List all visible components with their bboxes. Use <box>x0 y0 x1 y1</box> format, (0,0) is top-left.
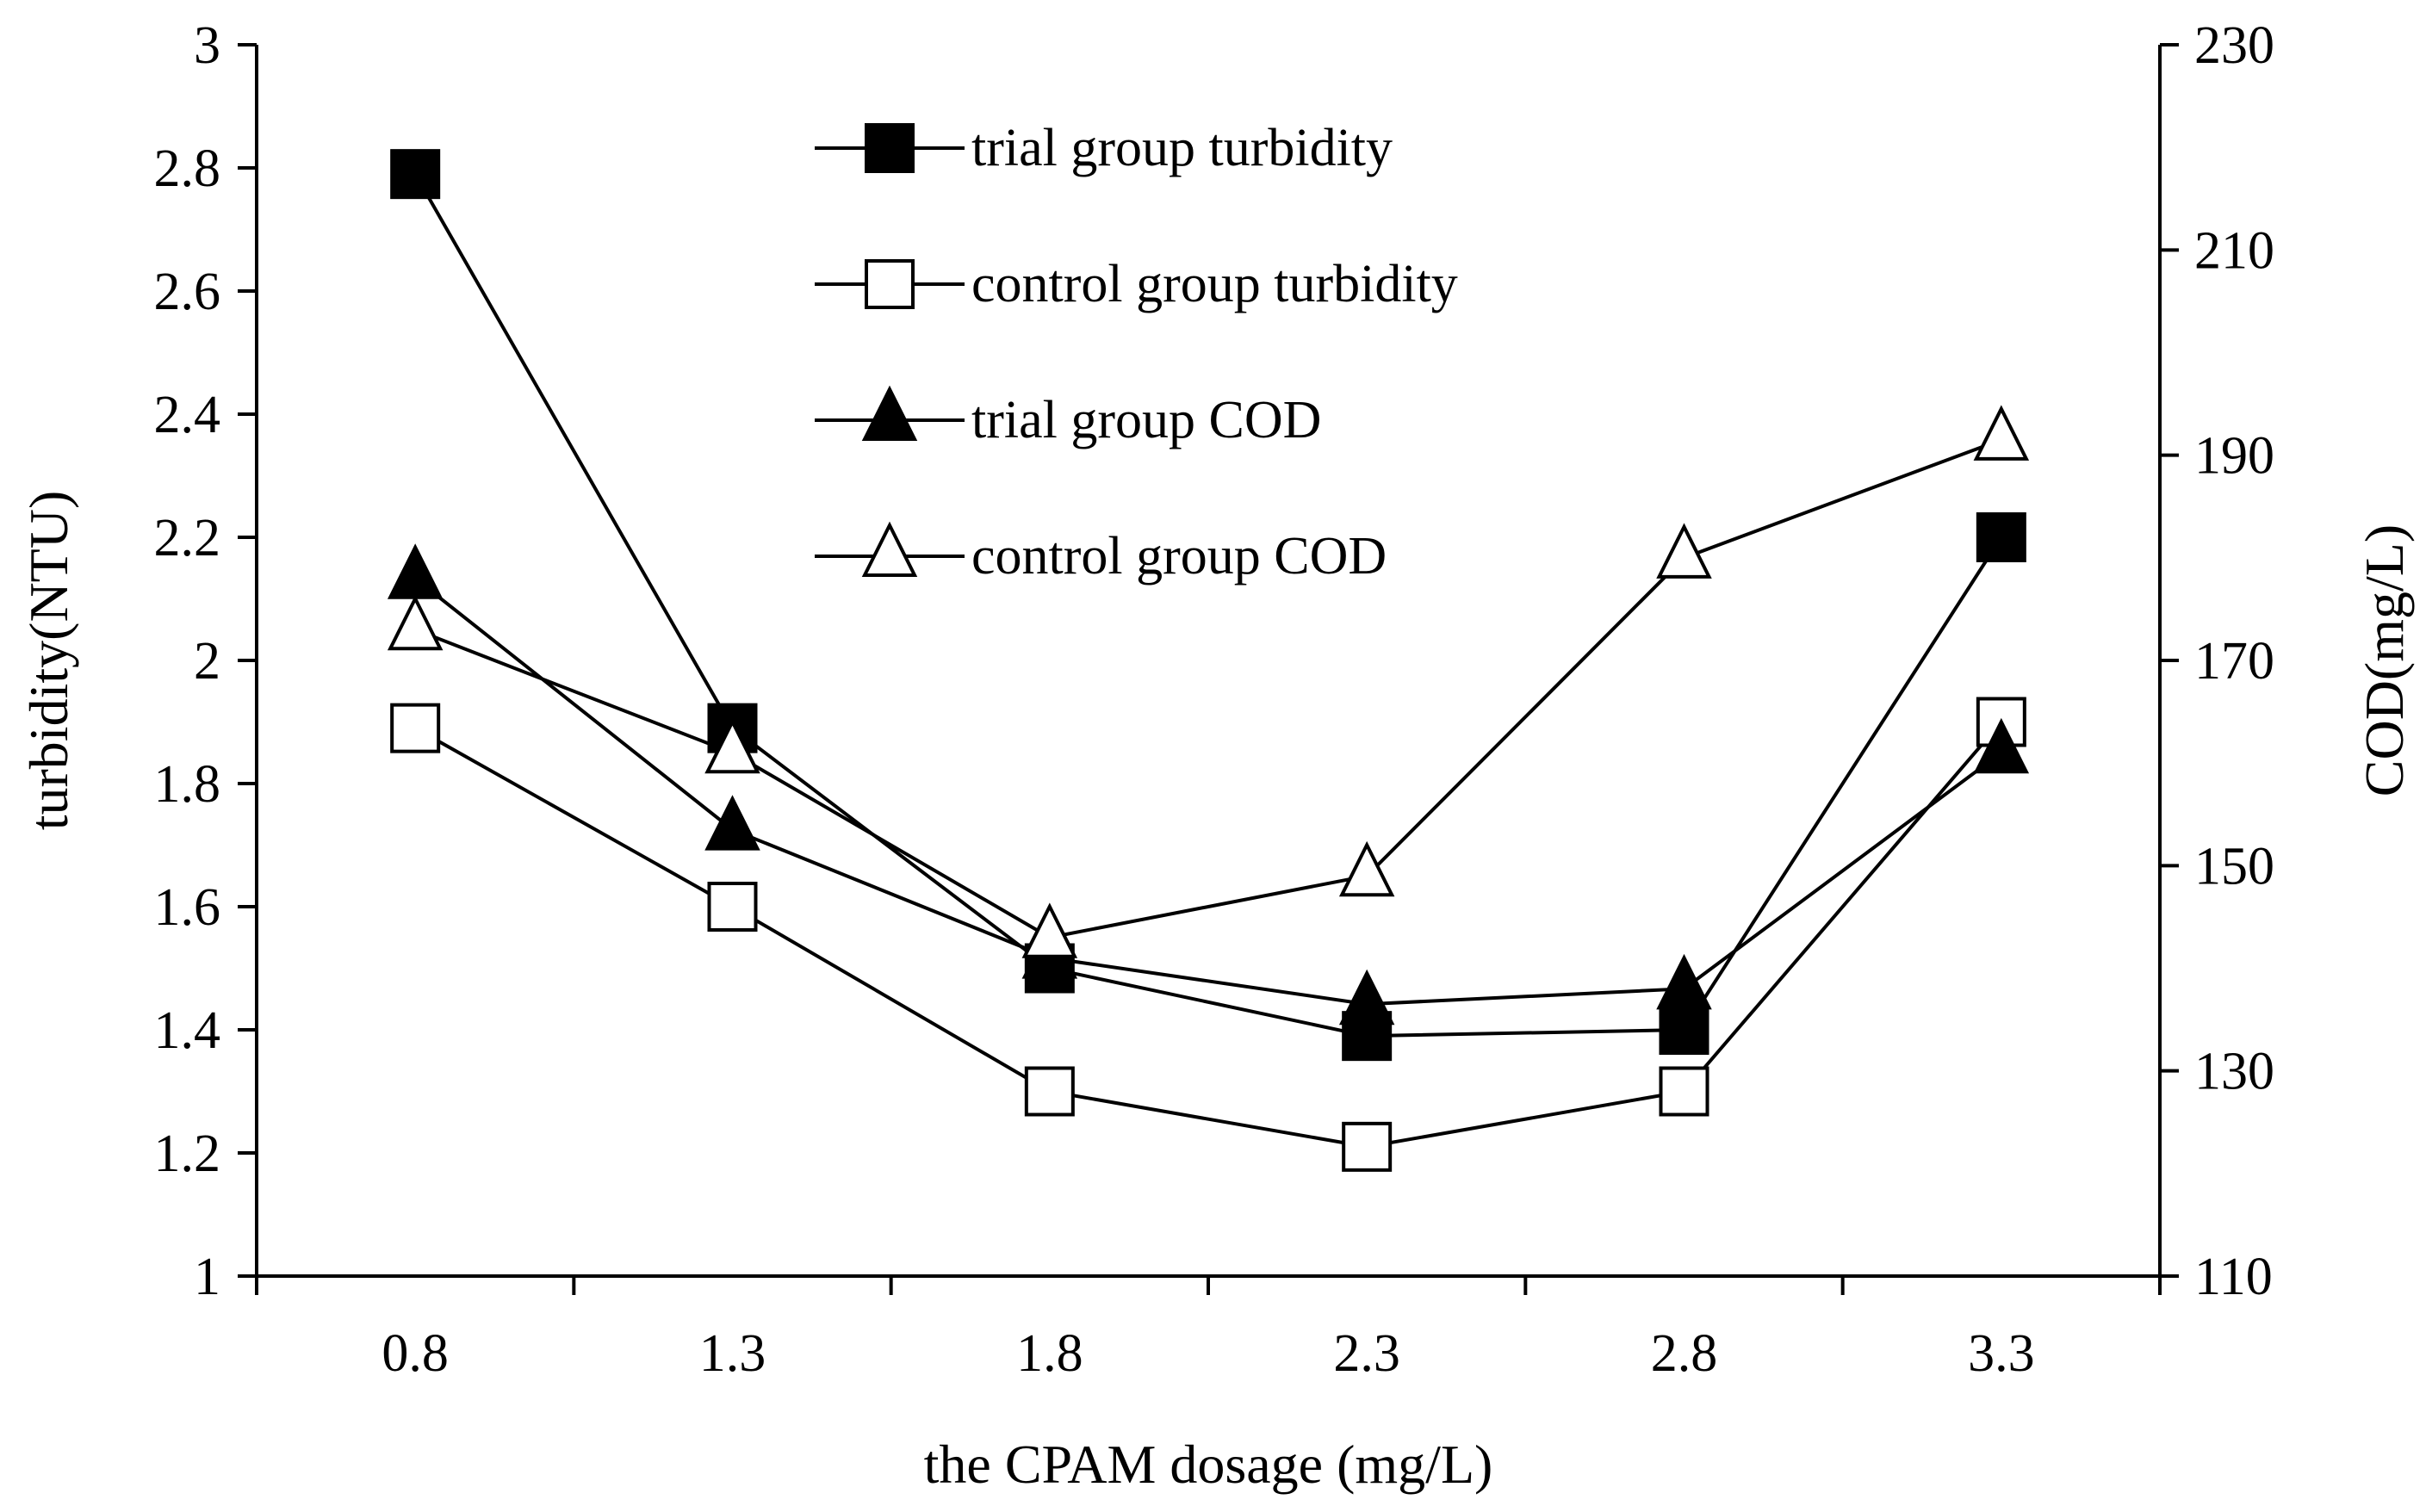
legend-label: trial group COD <box>971 391 1321 449</box>
series-trial-group-COD <box>387 543 2030 1026</box>
data-point <box>390 703 441 753</box>
axes: 1 1.2 1.4 1.6 1.8 2 2.2 2.4 2.6 2.8 3 110 130 150 170 1… <box>154 16 2275 1383</box>
legend-label: control group COD <box>971 527 1387 586</box>
y-right-tick-label: 130 <box>2194 1043 2274 1101</box>
data-point <box>1656 953 1712 1010</box>
series-line <box>414 437 2002 939</box>
data-point <box>707 882 758 932</box>
y-left-tick-label: 1.8 <box>154 755 221 814</box>
series-line <box>414 721 2003 1149</box>
data-point <box>704 717 760 774</box>
data-point <box>1021 902 1078 958</box>
y-left-tick-label: 2.2 <box>154 509 221 567</box>
legend-marker <box>861 521 918 578</box>
y-axis-left-title: turbidity(NTU) <box>18 491 79 831</box>
series-control-group-turbidity <box>390 697 2026 1172</box>
y-left-tick-label: 2.8 <box>154 139 221 198</box>
data-point <box>1656 523 1712 579</box>
y-right-tick-label: 110 <box>2194 1248 2273 1306</box>
legend-item: control group turbidity <box>815 255 1458 313</box>
y-left-tick-label: 1 <box>194 1248 220 1306</box>
x-axis-title: the CPAM dosage (mg/L) <box>924 1434 1493 1495</box>
data-point <box>1338 969 1395 1026</box>
data-point <box>387 543 444 599</box>
legend-marker <box>865 123 915 173</box>
x-tick-label: 2.3 <box>1333 1324 1400 1383</box>
series-control-group-COD <box>387 405 2030 958</box>
y-axis-right-title: COD(mg/L) <box>2354 524 2415 796</box>
y-left-tick-label: 1.4 <box>154 1001 221 1060</box>
data-point <box>1973 405 2030 461</box>
series-layer <box>387 149 2030 1172</box>
legend-item: trial group turbidity <box>815 119 1393 177</box>
data-point <box>1976 512 2026 562</box>
data-point <box>1342 1121 1393 1172</box>
x-tick-label: 2.8 <box>1651 1324 1718 1383</box>
x-tick-label: 3.3 <box>1968 1324 2035 1383</box>
y-right-tick-label: 150 <box>2194 837 2274 895</box>
legend-item: trial group COD <box>815 385 1321 449</box>
data-point <box>1338 840 1395 897</box>
x-tick-label: 0.8 <box>382 1324 449 1383</box>
y-left-tick-label: 3 <box>194 16 220 75</box>
y-right-tick-label: 210 <box>2194 221 2274 280</box>
data-point <box>1973 717 2030 774</box>
x-tick-label: 1.3 <box>699 1324 766 1383</box>
y-left-tick-label: 1.2 <box>154 1125 221 1183</box>
legend-label: control group turbidity <box>971 255 1458 313</box>
y-right-tick-label: 230 <box>2194 16 2274 75</box>
legend: trial group turbidity control group turbi… <box>815 119 1458 586</box>
legend-label: trial group turbidity <box>971 119 1393 177</box>
x-tick-label: 1.8 <box>1016 1324 1083 1383</box>
y-left-tick-label: 2.6 <box>154 263 221 321</box>
y-left-tick-label: 1.6 <box>154 878 221 937</box>
y-right-tick-label: 170 <box>2194 632 2274 691</box>
y-left-tick-label: 2.4 <box>154 386 221 444</box>
legend-item: control group COD <box>815 521 1387 586</box>
series-line <box>413 577 2003 1007</box>
data-point <box>390 149 441 200</box>
legend-marker <box>865 259 915 309</box>
y-left-tick-label: 2 <box>194 632 220 691</box>
data-point <box>704 795 760 851</box>
data-point <box>1659 1005 1709 1055</box>
data-point <box>1024 1066 1075 1117</box>
y-right-tick-label: 190 <box>2194 427 2274 486</box>
data-point <box>387 594 444 651</box>
data-point <box>1659 1066 1709 1117</box>
legend-marker <box>861 385 918 442</box>
